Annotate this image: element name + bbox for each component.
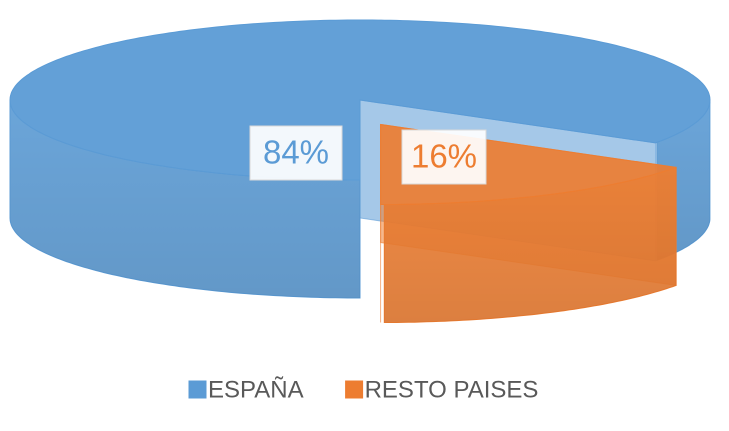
legend-label: RESTO PAISES: [365, 376, 539, 403]
slice-side-shade: [384, 167, 677, 323]
pie: [9, 19, 711, 323]
legend-swatch: [188, 380, 207, 399]
labels: 84% 16%: [249, 125, 487, 185]
slice-side-shade: [10, 100, 360, 298]
data-label-box: [401, 129, 487, 185]
data-label-box: [249, 125, 343, 181]
data-label: 16%: [411, 138, 477, 175]
legend: ESPAÑA RESTO PAISES: [188, 376, 539, 403]
slice-top: [9, 19, 711, 181]
data-label: 84%: [263, 134, 329, 171]
legend-label: ESPAÑA: [208, 376, 304, 403]
legend-swatch: [345, 380, 364, 399]
